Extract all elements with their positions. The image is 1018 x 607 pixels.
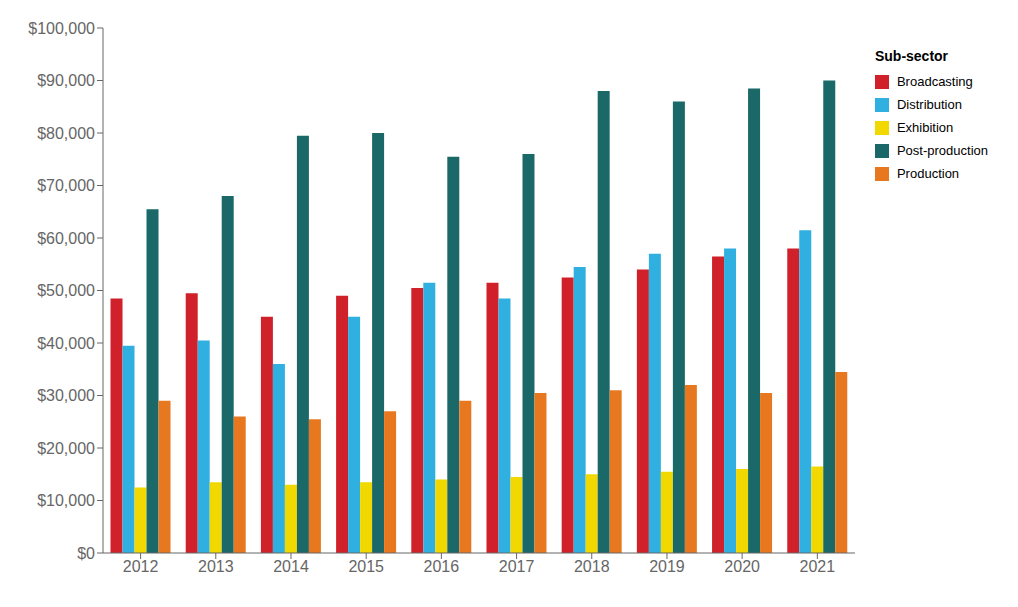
- svg-text:2020: 2020: [724, 558, 760, 575]
- html-text:Production: Production: [896, 166, 960, 181]
- svg-text:2016: 2016: [424, 558, 460, 575]
- svg-text:2017: 2017: [499, 558, 535, 575]
- svg-text:$80,000: $80,000: [37, 125, 95, 142]
- svg-text:2015: 2015: [348, 558, 384, 575]
- svg-text:2021: 2021: [800, 558, 836, 575]
- html-text:Distribution: Distribution: [896, 97, 962, 112]
- svg-text:$40,000: $40,000: [37, 335, 95, 352]
- svg-text:$60,000: $60,000: [37, 230, 95, 247]
- svg-text:2019: 2019: [649, 558, 685, 575]
- html-text:Post-production: Post-production: [896, 143, 988, 158]
- svg-text:$50,000: $50,000: [37, 282, 95, 299]
- svg-text:2018: 2018: [574, 558, 610, 575]
- svg-text:$0: $0: [77, 545, 95, 562]
- svg-text:2012: 2012: [123, 558, 159, 575]
- html-text:Sub-sector: Sub-sector: [874, 48, 949, 64]
- svg-text:$20,000: $20,000: [37, 440, 95, 457]
- html-text:Broadcasting: Broadcasting: [896, 74, 973, 89]
- svg-text:$10,000: $10,000: [37, 492, 95, 509]
- svg-text:$70,000: $70,000: [37, 177, 95, 194]
- html-text:Exhibition: Exhibition: [896, 120, 954, 135]
- svg-text:2013: 2013: [198, 558, 234, 575]
- svg-text:$100,000: $100,000: [28, 20, 95, 37]
- svg-text:2014: 2014: [273, 558, 309, 575]
- svg-text:$30,000: $30,000: [37, 387, 95, 404]
- svg-text:$90,000: $90,000: [37, 72, 95, 89]
